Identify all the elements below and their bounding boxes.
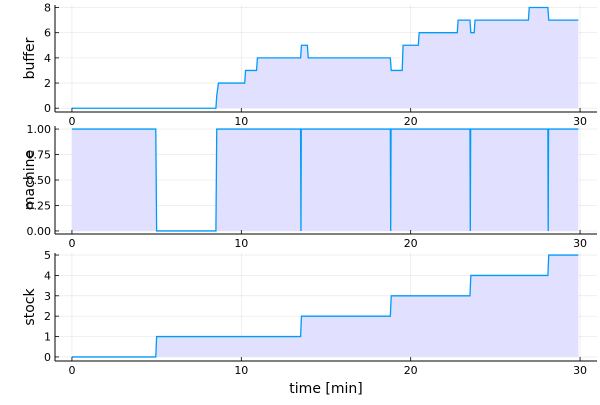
y-tick-label: 4 (44, 269, 51, 282)
x-tick-label: 10 (234, 115, 248, 128)
y-tick-label: 0.50 (27, 174, 52, 187)
x-tick-label: 30 (573, 237, 587, 250)
y-axis-title: machine (22, 150, 38, 210)
y-tick-label: 0 (44, 102, 51, 115)
x-tick-label: 0 (68, 237, 75, 250)
series-area-fill (71, 129, 579, 231)
series-area-fill (71, 255, 579, 357)
x-tick-label: 0 (68, 364, 75, 377)
series-line (71, 254, 579, 358)
subplot-buffer: 0 10 20 30 0 2 4 6 8 buffer (22, 2, 597, 128)
y-tick-label: 5 (44, 249, 51, 262)
y-tick-label: 1 (44, 331, 51, 344)
x-tick-label: 10 (234, 237, 248, 250)
y-tick-label: 0.75 (27, 149, 52, 162)
x-axis-title: time [min] (289, 381, 362, 397)
x-tick-label: 20 (404, 115, 418, 128)
subplot-machine: 0 10 20 30 0.00 0.25 0.50 0.75 1.00 machine (22, 123, 597, 250)
y-tick-label: 0.25 (27, 199, 52, 212)
y-axis-title: stock (22, 288, 38, 326)
y-tick-label: 0 (44, 351, 51, 364)
series-line (71, 6, 579, 109)
x-tick-label: 10 (234, 364, 248, 377)
x-tick-label: 0 (68, 115, 75, 128)
x-tick-label: 30 (573, 364, 587, 377)
y-axis-title: buffer (22, 37, 38, 79)
y-tick-label: 2 (44, 310, 51, 323)
y-tick-label: 1.00 (27, 123, 52, 136)
series-line (71, 128, 579, 232)
subplot-stock: 0 10 20 30 0 1 2 3 4 5 stock time [min] (22, 249, 597, 397)
y-tick-label: 3 (44, 290, 51, 303)
y-tick-label: 6 (44, 27, 51, 40)
y-tick-label: 8 (44, 2, 51, 15)
x-tick-label: 20 (404, 364, 418, 377)
y-tick-label: 0.00 (27, 225, 52, 238)
x-tick-label: 20 (404, 237, 418, 250)
y-tick-label: 2 (44, 77, 51, 90)
y-tick-label: 4 (44, 52, 51, 65)
x-tick-label: 30 (573, 115, 587, 128)
